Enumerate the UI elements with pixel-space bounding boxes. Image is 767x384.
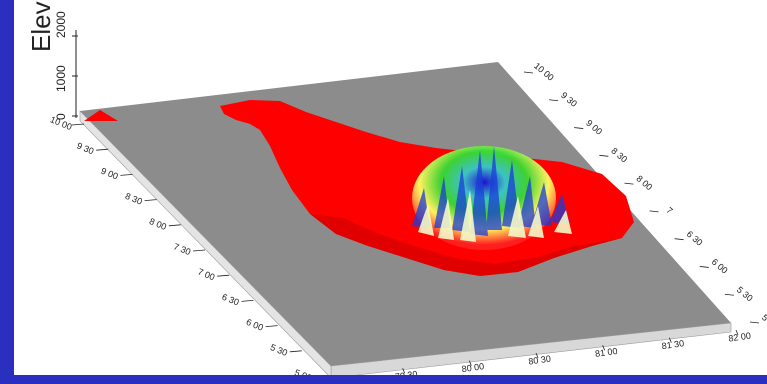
lon-tick-mark: [602, 345, 606, 351]
lat-tick-label: 7 30: [172, 241, 192, 257]
lat-tick-mark: [265, 325, 278, 327]
highland-peaks: [412, 146, 572, 250]
lon-tick-mark: [468, 360, 472, 366]
plot-frame: 5 005 306 006 307 007 308 008 309 009 30…: [14, 0, 767, 384]
lon-tick-mark: [402, 368, 406, 374]
lat-tick-label: 9 00: [100, 166, 120, 182]
lat-tick-label: 7 00: [196, 266, 216, 282]
lat-back-tick-mark: [599, 154, 609, 157]
lat-tick-label: 8 00: [148, 216, 168, 232]
z-axis-label: Elev: [26, 1, 56, 52]
lat-tick-mark: [192, 249, 206, 252]
lat-back-tick-mark: [699, 266, 709, 268]
lat-back-tick-label: 6 00: [710, 257, 730, 276]
z-tick-1000: 1000: [54, 65, 68, 92]
elevation-surface-plot: 5 005 306 006 307 007 308 008 309 009 30…: [26, 1, 767, 384]
lat-tick-label: 6 00: [245, 317, 265, 333]
lat-tick-mark: [120, 174, 133, 176]
lat-back-tick-mark: [674, 238, 684, 241]
lat-back-tick-label: 8 00: [634, 173, 654, 192]
lat-back-tick-mark: [549, 99, 559, 102]
lat-back-tick-mark: [523, 71, 534, 74]
z-tick-2000: 2000: [54, 11, 68, 38]
lat-tick-mark: [217, 274, 230, 277]
lat-tick-mark: [241, 300, 254, 302]
lat-tick-label: 5 30: [269, 342, 289, 358]
window-bottom-border: [0, 375, 767, 384]
lat-tick-mark: [144, 199, 157, 201]
lat-tick-label: 6 30: [221, 292, 241, 308]
island-shading: [310, 214, 622, 276]
lon-tick-label: 82 00: [728, 331, 752, 344]
lon-tick-label: 81 30: [661, 338, 685, 351]
lat-back-tick-label: 9 30: [559, 90, 579, 109]
lon-tick-mark: [535, 352, 539, 359]
lon-tick-label: 80 00: [461, 361, 485, 374]
lat-back-tick-label: 5 00: [760, 312, 767, 331]
lon-tick-mark: [668, 337, 672, 343]
lat-back-tick-label: 6 30: [685, 229, 705, 248]
lon-tick-label: 80 30: [528, 354, 552, 367]
lat-back-tick-mark: [649, 210, 659, 213]
lat-back-tick-mark: [749, 321, 760, 324]
lat-back-tick-label: 7: [664, 205, 674, 216]
z-tick-0: 0: [54, 113, 68, 120]
lat-tick-mark: [71, 123, 85, 126]
lon-tick-label: 81 00: [594, 346, 618, 359]
lat-back-tick-label: 9 00: [584, 118, 604, 137]
lat-back-tick-label: 8 30: [609, 146, 629, 165]
elevation-axis: 0 1000 2000 Elev: [26, 1, 78, 120]
lat-back-tick-mark: [724, 293, 734, 296]
lat-back-tick-mark: [574, 127, 584, 129]
lat-back-tick-mark: [624, 182, 634, 185]
lat-back-tick-label: 10 00: [532, 61, 556, 83]
lon-tick-mark: [735, 329, 739, 336]
lat-tick-mark: [289, 350, 302, 353]
lat-back-tick-label: 5 30: [735, 284, 755, 303]
lat-tick-mark: [96, 148, 109, 151]
lat-tick-label: 9 30: [75, 140, 95, 156]
lat-tick-mark: [168, 224, 181, 227]
lat-tick-label: 8 30: [124, 191, 144, 207]
